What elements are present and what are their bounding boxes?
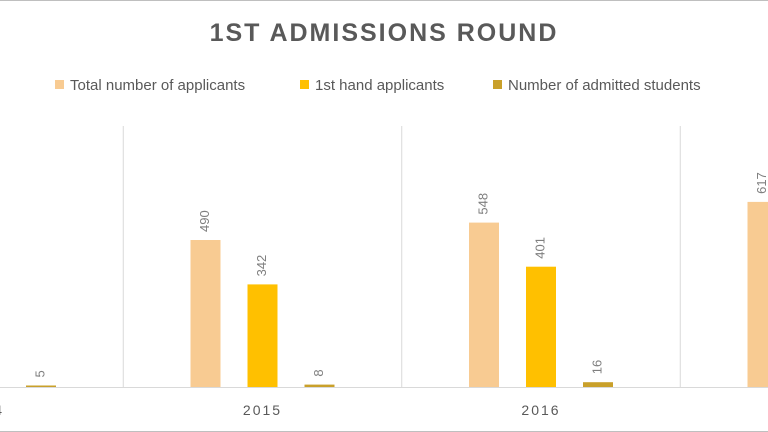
legend-swatch-admitted — [493, 80, 502, 89]
bar-total-number-of-applicants-2017 — [747, 201, 768, 387]
data-label-2017-0: 617 — [754, 172, 768, 194]
data-label-2015-1: 342 — [254, 255, 269, 277]
legend-label-1st-hand: 1st hand applicants — [315, 77, 445, 94]
chart-legend: Total number of applicants 1st hand appl… — [0, 77, 768, 97]
data-label-2015-0: 490 — [197, 210, 212, 232]
data-label-2016-1: 401 — [532, 237, 547, 259]
bar-total-number-of-applicants-2015 — [190, 240, 221, 387]
data-label-2016-0: 548 — [475, 193, 490, 215]
data-label-2016-2: 16 — [589, 360, 604, 374]
x-tick-label-2014: 4 — [0, 402, 4, 418]
legend-label-total: Total number of applicants — [70, 77, 246, 94]
legend-item-total: Total number of applicants — [55, 77, 245, 94]
bar-1st-hand-applicants-2016 — [526, 266, 556, 387]
legend-item-1st-hand: 1st hand applicants — [300, 77, 444, 94]
legend-swatch-total — [55, 80, 64, 89]
bar-number-of-admitted-students-2016 — [583, 382, 613, 387]
x-tick-label-2016: 2016 — [521, 402, 560, 418]
legend-label-admitted: Number of admitted students — [508, 77, 701, 94]
data-label-2015-2: 8 — [311, 369, 326, 376]
bar-number-of-admitted-students-2015 — [304, 384, 335, 387]
legend-item-admitted: Number of admitted students — [493, 77, 701, 94]
data-label-2014-2: 5 — [32, 370, 47, 377]
bar-total-number-of-applicants-2016 — [469, 222, 499, 387]
bar-number-of-admitted-students-2014 — [26, 385, 56, 387]
chart-title: 1ST ADMISSIONS ROUND — [209, 19, 559, 47]
bar-1st-hand-applicants-2015 — [247, 284, 278, 387]
x-tick-label-2015: 2015 — [243, 402, 282, 418]
legend-swatch-1st-hand — [300, 80, 309, 89]
